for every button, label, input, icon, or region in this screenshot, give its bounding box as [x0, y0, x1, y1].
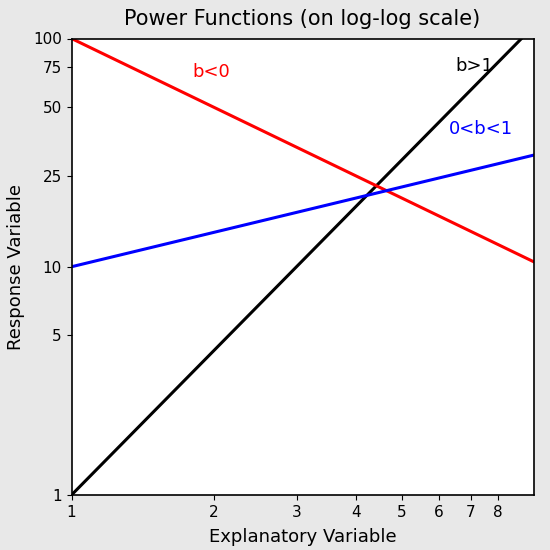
X-axis label: Explanatory Variable: Explanatory Variable [208, 528, 397, 546]
Text: 0<b<1: 0<b<1 [449, 120, 513, 139]
Title: Power Functions (on log-log scale): Power Functions (on log-log scale) [124, 9, 481, 29]
Text: b>1: b>1 [455, 57, 493, 75]
Text: b<0: b<0 [192, 63, 230, 81]
Y-axis label: Response Variable: Response Variable [7, 184, 25, 350]
